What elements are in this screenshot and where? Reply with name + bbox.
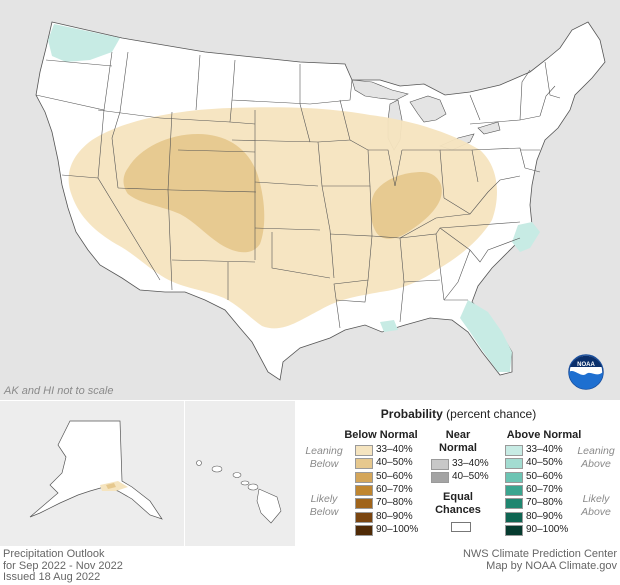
leaning-below-label: Leaning Below bbox=[305, 445, 343, 470]
above-normal-bin-label: 40–50% bbox=[526, 457, 563, 469]
above-normal-bin-label: 60–70% bbox=[526, 483, 563, 495]
below-normal-bin-label: 70–80% bbox=[376, 497, 413, 509]
above-normal-bin-label: 90–100% bbox=[526, 523, 569, 535]
legend-title: Probability (percent chance) bbox=[380, 407, 537, 421]
below-normal-bin-swatch bbox=[355, 498, 373, 510]
above-normal-bin-label: 33–40% bbox=[526, 444, 563, 455]
likely-above-label: Likely Above bbox=[581, 493, 611, 518]
near-normal-bin-swatch bbox=[431, 472, 449, 484]
conus-map-panel: AK and HI not to scale NOAA bbox=[0, 0, 620, 400]
near-normal-bin-label: 40–50% bbox=[452, 471, 489, 483]
above-normal-header: Above Normal bbox=[506, 429, 582, 441]
below-normal-bin-swatch bbox=[355, 445, 373, 456]
outlook-title: Precipitation Outlook bbox=[3, 548, 105, 560]
above-normal-bin-swatch bbox=[505, 498, 523, 510]
leaning-above-label: Leaning Above bbox=[577, 445, 615, 470]
state-borders bbox=[35, 51, 561, 329]
above-normal-bin-swatch bbox=[505, 445, 523, 456]
alaska-map bbox=[29, 420, 163, 520]
near-normal-header: Near Normal bbox=[439, 429, 477, 454]
footer-right: NWS Climate Prediction Center Map by NOA… bbox=[462, 548, 617, 572]
below-normal-40-50-ohio-valley bbox=[370, 172, 442, 239]
issue-date: Issued 18 Aug 2022 bbox=[3, 571, 101, 583]
above-normal-bin-swatch bbox=[505, 524, 523, 536]
likely-below-label: Likely Below bbox=[309, 493, 339, 518]
below-normal-bin-swatch bbox=[355, 511, 373, 523]
near-normal-bin-swatch bbox=[431, 459, 449, 470]
hawaii-inset bbox=[185, 401, 295, 546]
above-normal-bin-label: 80–90% bbox=[526, 510, 563, 522]
below-normal-header: Below Normal bbox=[344, 429, 418, 441]
above-normal-bin-label: 70–80% bbox=[526, 497, 563, 509]
hawaii-map bbox=[196, 460, 282, 524]
below-normal-bin-label: 40–50% bbox=[376, 457, 413, 469]
below-normal-bin-label: 90–100% bbox=[376, 523, 419, 535]
below-normal-bin-swatch bbox=[355, 471, 373, 483]
above-normal-bin-swatch bbox=[505, 511, 523, 523]
equal-chances-label: Equal Chances bbox=[435, 491, 481, 516]
outlook-period: for Sep 2022 - Nov 2022 bbox=[3, 559, 123, 572]
map-credit: Map by NOAA Climate.gov bbox=[486, 559, 617, 572]
below-normal-40-50-west bbox=[123, 134, 265, 253]
equal-chances-swatch bbox=[451, 522, 471, 532]
above-normal-bin-label: 50–60% bbox=[526, 470, 563, 482]
above-normal-bin-swatch bbox=[505, 471, 523, 483]
above-normal-bin-swatch bbox=[505, 458, 523, 470]
above-normal-bin-swatch bbox=[505, 484, 523, 496]
below-normal-bin-label: 80–90% bbox=[376, 510, 413, 522]
below-normal-bin-label: 50–60% bbox=[376, 470, 413, 482]
below-normal-bin-swatch bbox=[355, 524, 373, 536]
map-scale-note: AK and HI not to scale bbox=[3, 385, 113, 397]
below-normal-bin-label: 60–70% bbox=[376, 483, 413, 495]
below-normal-bin-swatch bbox=[355, 484, 373, 496]
conus-map: AK and HI not to scale NOAA bbox=[3, 21, 606, 397]
noaa-logo: NOAA bbox=[568, 354, 604, 390]
above-normal-areas bbox=[48, 24, 540, 372]
footer-left: Precipitation Outlook for Sep 2022 - Nov… bbox=[3, 548, 123, 584]
near-normal-bin-label: 33–40% bbox=[452, 458, 489, 469]
below-normal-bin-label: 33–40% bbox=[376, 444, 413, 455]
probability-legend: Probability (percent chance) Below Norma… bbox=[297, 401, 620, 546]
svg-text:NOAA: NOAA bbox=[577, 362, 595, 368]
alaska-inset bbox=[0, 401, 184, 546]
source-credit: NWS Climate Prediction Center bbox=[462, 548, 617, 560]
below-normal-bin-swatch bbox=[355, 458, 373, 470]
